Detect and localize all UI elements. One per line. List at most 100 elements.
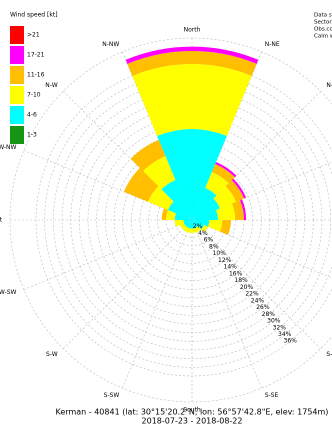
wind-segment bbox=[166, 210, 176, 220]
direction-label: West bbox=[0, 217, 3, 224]
wind-segment bbox=[215, 161, 237, 178]
wind-segment bbox=[192, 187, 217, 220]
legend-label: 11-16 bbox=[27, 72, 45, 79]
wind-segment bbox=[123, 167, 159, 202]
wind-segment bbox=[147, 186, 174, 211]
spoke bbox=[122, 219, 193, 389]
wind-segment bbox=[208, 220, 223, 232]
ring-label: 14% bbox=[224, 264, 238, 271]
ring-label: 2% bbox=[193, 223, 203, 230]
wind-segment bbox=[132, 64, 192, 136]
wind-segment bbox=[179, 223, 186, 230]
wind-segment bbox=[205, 171, 229, 196]
legend-label: 1-3 bbox=[27, 132, 37, 139]
wind-segment bbox=[220, 220, 231, 235]
info-line: Sectors bbox=[314, 20, 332, 26]
footer-line: Kerman - 40841 (lat: 30°15'20.2"N, lon: … bbox=[56, 408, 329, 417]
info-line: Obs.co bbox=[314, 27, 332, 33]
info-line: Calm w bbox=[314, 34, 332, 40]
direction-label: South bbox=[183, 407, 201, 414]
wind-segment bbox=[192, 129, 227, 220]
ring-label: 18% bbox=[234, 277, 248, 284]
wind-segment bbox=[192, 220, 199, 229]
ring-label: 28% bbox=[262, 311, 276, 318]
direction-label: N-NE bbox=[265, 41, 280, 48]
wind-segment bbox=[192, 220, 205, 230]
ring-label: 22% bbox=[245, 291, 259, 298]
legend-label: 17-21 bbox=[27, 52, 45, 59]
wind-segment bbox=[127, 51, 192, 76]
legend-label: 4-6 bbox=[27, 112, 37, 119]
legend-title: Wind speed [kt] bbox=[10, 12, 58, 19]
ring-label: 32% bbox=[273, 324, 287, 331]
wind-segment bbox=[225, 180, 245, 202]
wind-segment bbox=[192, 228, 197, 233]
ring-label: 6% bbox=[204, 237, 214, 244]
wind-segment bbox=[201, 224, 209, 233]
direction-label: S-W bbox=[46, 351, 58, 358]
wind-segment bbox=[125, 46, 192, 64]
ring-label: 8% bbox=[209, 243, 219, 250]
wind-segment bbox=[161, 179, 192, 220]
ring-label: 10% bbox=[213, 250, 227, 257]
wind-segment bbox=[192, 51, 257, 76]
wind-segment bbox=[213, 186, 237, 209]
wind-segment bbox=[187, 228, 192, 233]
direction-label: S-SE bbox=[265, 392, 279, 399]
wind-segment bbox=[192, 220, 196, 229]
wind-segment bbox=[231, 178, 247, 199]
legend-swatch bbox=[10, 26, 24, 44]
legend-swatch bbox=[10, 106, 24, 124]
direction-label: N-NW bbox=[102, 41, 119, 48]
wind-segment bbox=[192, 64, 252, 136]
grid-ring bbox=[105, 133, 279, 307]
wind-segment bbox=[182, 226, 189, 233]
direction-label: S-E bbox=[326, 351, 332, 358]
wind-segment bbox=[192, 198, 221, 220]
direction-label: N-W bbox=[45, 82, 57, 89]
ring-label: 20% bbox=[240, 284, 254, 291]
wind-segment bbox=[167, 201, 192, 220]
wind-segment bbox=[161, 208, 168, 220]
ring-label: 34% bbox=[278, 331, 292, 338]
wind-segment bbox=[232, 200, 244, 220]
ring-label: 36% bbox=[284, 338, 298, 345]
ring-label: 26% bbox=[256, 304, 270, 311]
wind-segment bbox=[192, 46, 259, 64]
direction-label: N-E bbox=[326, 82, 332, 89]
wind-segment bbox=[174, 220, 184, 227]
wind-segment bbox=[185, 220, 192, 229]
wind-segment bbox=[174, 213, 192, 220]
ring-label: 16% bbox=[229, 270, 243, 277]
wind-segment bbox=[183, 220, 192, 227]
wind-segment bbox=[157, 129, 192, 220]
spoke bbox=[23, 219, 193, 290]
direction-label: North bbox=[184, 27, 201, 34]
wind-segment bbox=[183, 220, 192, 224]
wind-segment bbox=[192, 210, 218, 220]
wind-segment bbox=[192, 220, 210, 227]
legend-swatch bbox=[10, 46, 24, 64]
wind-segment bbox=[142, 155, 176, 190]
direction-label: S-SW bbox=[104, 392, 120, 399]
legend-label: 7-10 bbox=[27, 92, 41, 99]
direction-label: W-NW bbox=[0, 144, 17, 151]
ring-label: 30% bbox=[267, 318, 281, 325]
legend-label: >21 bbox=[27, 32, 40, 39]
wind-segment bbox=[188, 220, 192, 229]
ring-label: 4% bbox=[198, 230, 208, 237]
ring-label: 24% bbox=[251, 297, 265, 304]
legend-swatch bbox=[10, 86, 24, 104]
legend-swatch bbox=[10, 66, 24, 84]
direction-label: W-SW bbox=[0, 289, 17, 296]
footer-line: 2018-07-23 - 2018-08-22 bbox=[142, 417, 243, 426]
wind-segment bbox=[211, 163, 235, 184]
wind-segment bbox=[130, 139, 166, 171]
wind-segment bbox=[240, 199, 247, 220]
spoke bbox=[63, 219, 193, 349]
legend-swatch bbox=[10, 126, 24, 144]
wind-segment bbox=[216, 203, 236, 220]
ring-label: 12% bbox=[218, 257, 232, 264]
wind-segment bbox=[195, 226, 202, 233]
